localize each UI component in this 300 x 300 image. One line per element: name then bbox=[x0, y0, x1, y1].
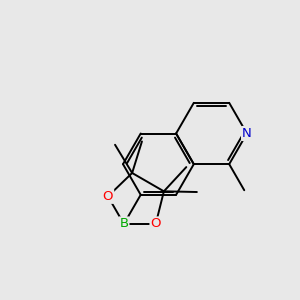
Text: N: N bbox=[242, 127, 252, 140]
Text: O: O bbox=[103, 190, 113, 203]
Text: B: B bbox=[119, 218, 128, 230]
Text: O: O bbox=[151, 218, 161, 230]
